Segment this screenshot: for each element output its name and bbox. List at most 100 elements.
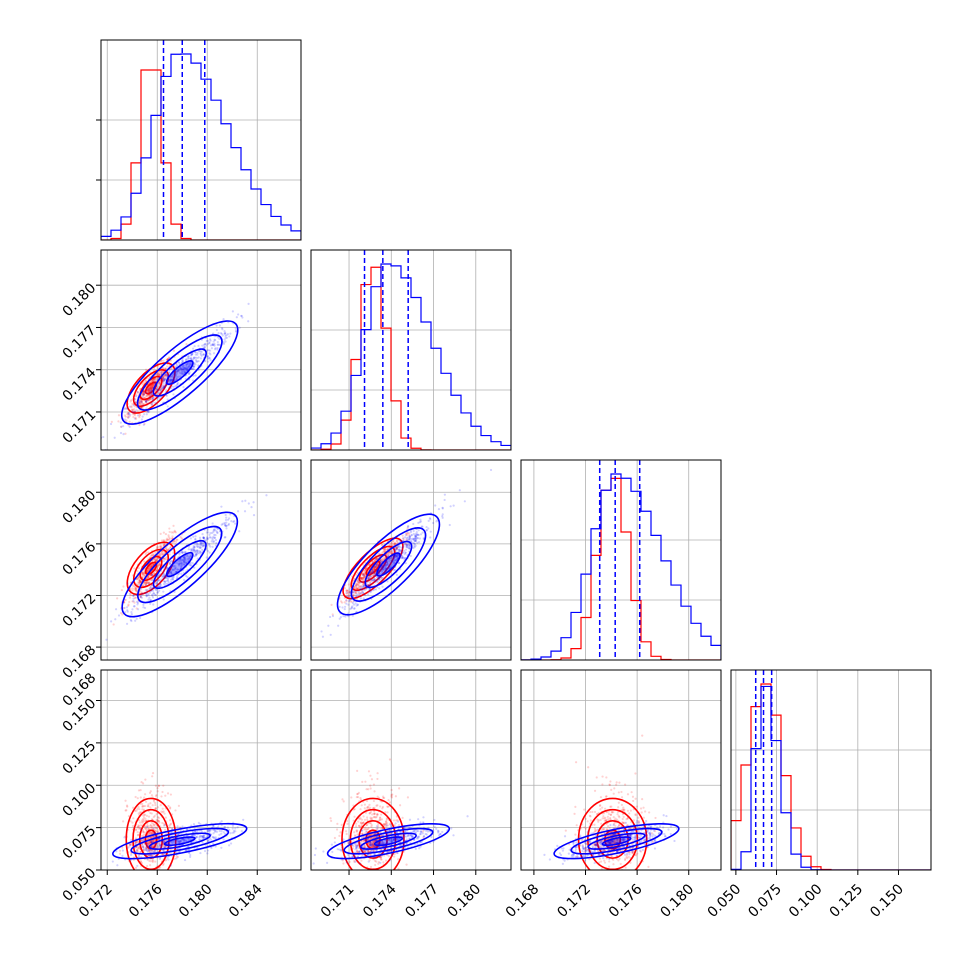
scatter-point [405,546,407,548]
scatter-point [105,639,107,641]
scatter-point [148,816,150,818]
scatter-point [490,469,492,471]
scatter-point [232,825,234,827]
scatter-point [425,526,427,528]
scatter-point [154,802,156,804]
scatter-point [368,770,370,772]
scatter-point [364,804,366,806]
scatter-point [188,357,190,359]
scatter-point [378,578,380,580]
scatter-point [157,386,159,388]
scatter-point [148,597,150,599]
scatter-point [330,604,332,606]
scatter-point [202,542,204,544]
scatter-point [367,593,369,595]
scatter-point [212,546,214,548]
scatter-point [169,553,171,555]
scatter-point [130,620,132,622]
scatter-point [151,584,153,586]
scatter-point [190,564,192,566]
scatter-point [341,798,343,800]
scatter-point [398,787,400,789]
scatter-point [170,793,172,795]
scatter-point [265,494,267,496]
scatter-point [208,543,210,545]
scatter-point [156,787,158,789]
scatter-point [163,560,165,562]
scatter-point [144,828,146,830]
scatter-point [137,608,139,610]
scatter-point [390,542,392,544]
scatter-point [386,818,388,820]
scatter-point [183,579,185,581]
scatter-point [345,603,347,605]
scatter-point [226,337,228,339]
scatter-point [419,537,421,539]
scatter-point [428,520,430,522]
scatter-point [194,840,196,842]
scatter-point [444,499,446,501]
scatter-point [237,826,239,828]
scatter-point [141,844,143,846]
scatter-point [117,420,119,422]
scatter-point [126,609,128,611]
scatter-point [122,585,124,587]
scatter-point [157,820,159,822]
scatter-point [121,613,123,615]
scatter-point [166,538,168,540]
scatter-point [180,573,182,575]
scatter-point [418,541,420,543]
scatter-point [237,313,239,315]
scatter-point [369,775,371,777]
scatter-point [353,816,355,818]
scatter-point [192,359,194,361]
scatter-point [247,320,249,322]
scatter-point [185,575,187,577]
scatter-point [363,597,365,599]
scatter-point [252,501,254,503]
scatter-point [202,537,204,539]
scatter-point [169,806,171,808]
scatter-point [167,580,169,582]
scatter-point [198,822,200,824]
scatter-point [195,353,197,355]
scatter-point [364,781,366,783]
scatter-point [142,396,144,398]
scatter-point [429,536,431,538]
scatter-point [152,402,154,404]
scatter-point [160,844,162,846]
scatter-point [136,409,138,411]
scatter-point [134,414,136,416]
scatter-point [133,404,135,406]
scatter-point [236,316,238,318]
scatter-point [360,597,362,599]
scatter-point [373,575,375,577]
scatter-point [161,390,163,392]
scatter-point [143,834,145,836]
scatter-point [145,553,147,555]
scatter-point [212,842,214,844]
scatter-point [412,523,414,525]
scatter-point [192,348,194,350]
scatter-point [341,606,343,608]
scatter-point [388,554,390,556]
scatter-point [169,819,171,821]
scatter-point [216,324,218,326]
scatter-point [329,616,331,618]
scatter-point [138,416,140,418]
scatter-point [227,826,229,828]
scatter-point [376,778,378,780]
scatter-point [182,386,184,388]
scatter-point [157,806,159,808]
scatter-point [371,778,373,780]
scatter-point [162,578,164,580]
scatter-point [170,864,172,866]
scatter-point [397,858,399,860]
scatter-point [118,614,120,616]
scatter-point [122,820,124,822]
scatter-point [201,841,203,843]
scatter-point [146,594,148,596]
scatter-point [367,788,369,790]
scatter-point [208,551,210,553]
scatter-point [169,823,171,825]
